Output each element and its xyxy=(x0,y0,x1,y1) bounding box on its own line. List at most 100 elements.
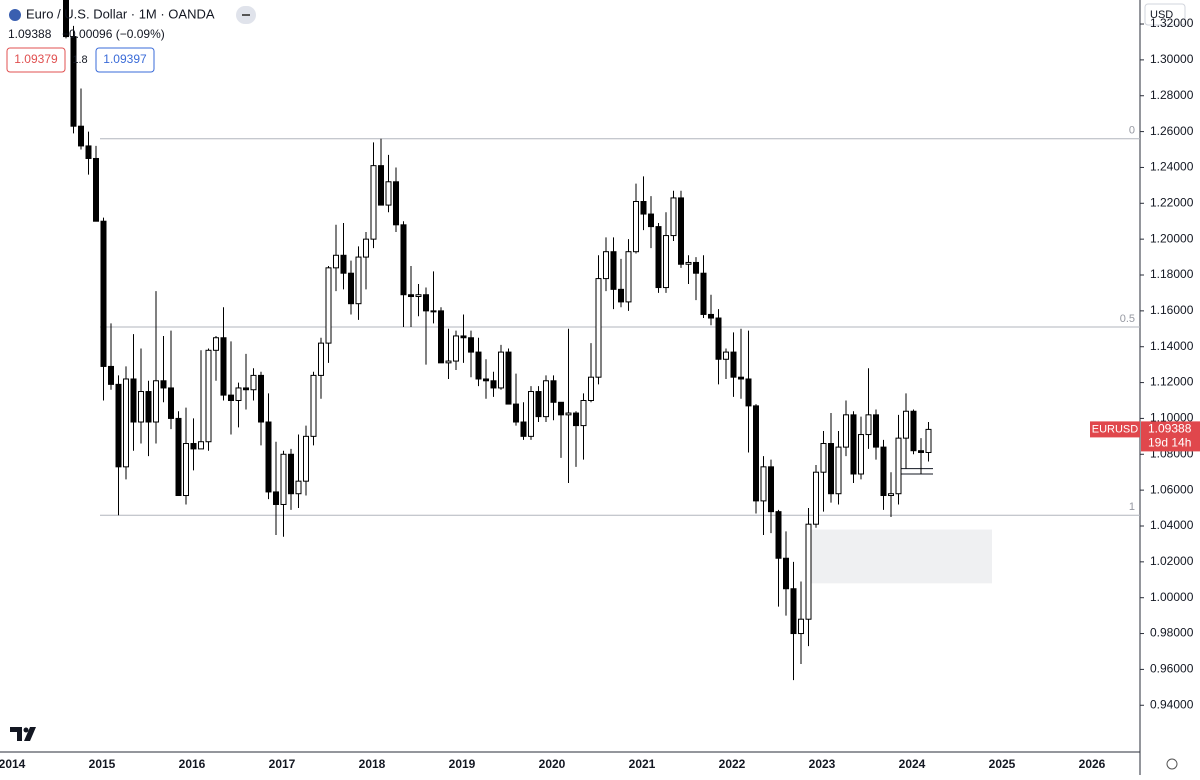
y-tick-label: 1.10000 xyxy=(1150,411,1194,425)
candle-body xyxy=(438,310,444,364)
x-tick-label: 2021 xyxy=(629,757,656,771)
candle-body xyxy=(385,181,392,206)
candle-body xyxy=(93,157,99,222)
buy-button[interactable] xyxy=(95,47,155,73)
candle-body xyxy=(640,201,647,215)
candle-body xyxy=(535,391,542,418)
candle-body xyxy=(70,36,77,127)
candle-body xyxy=(160,380,167,389)
candle-body xyxy=(408,294,414,298)
candle-body xyxy=(558,401,564,416)
candle-body xyxy=(460,335,467,339)
y-tick-label: 1.12000 xyxy=(1150,375,1194,389)
candle-body xyxy=(243,387,249,391)
candle-body xyxy=(888,493,894,497)
candle-body xyxy=(663,235,669,289)
sell-button[interactable] xyxy=(6,47,66,73)
candle-body xyxy=(513,403,519,423)
y-tick-label: 1.18000 xyxy=(1150,267,1194,281)
x-tick-label: 2024 xyxy=(899,757,926,771)
ask-price: 1.09397 xyxy=(103,52,147,66)
candle-body xyxy=(175,417,182,497)
candle-body xyxy=(565,412,572,416)
candle-body xyxy=(760,466,767,502)
x-tick-label: 2025 xyxy=(989,757,1016,771)
candle-body xyxy=(550,380,557,403)
candle-body xyxy=(303,435,309,482)
candle-body xyxy=(273,491,279,505)
candle-body xyxy=(775,511,782,559)
settings-icon[interactable] xyxy=(1166,758,1178,770)
candle-body xyxy=(78,125,84,147)
candle-body xyxy=(828,443,834,495)
candle-body xyxy=(805,523,812,620)
candle-body xyxy=(220,337,227,396)
y-tick-label: 0.98000 xyxy=(1150,626,1194,640)
y-tick-label: 1.16000 xyxy=(1150,303,1194,317)
x-tick-label: 2023 xyxy=(809,757,836,771)
symbol-icon xyxy=(9,9,21,21)
candle-body xyxy=(858,434,864,475)
candle-body xyxy=(258,374,264,423)
candle-body xyxy=(115,383,122,468)
candle-body xyxy=(265,421,272,493)
candle-body xyxy=(835,446,842,495)
candle-body xyxy=(400,224,407,296)
y-tick-label: 1.22000 xyxy=(1150,195,1194,209)
currency-button[interactable] xyxy=(1144,3,1186,26)
candle-body xyxy=(895,437,902,495)
y-tick-label: 1.20000 xyxy=(1150,231,1194,245)
candle-body xyxy=(138,391,144,423)
candle-body xyxy=(325,267,332,344)
x-tick-label: 2018 xyxy=(359,757,386,771)
candle-body xyxy=(798,618,804,635)
candle-body xyxy=(318,342,324,376)
y-tick-label: 1.04000 xyxy=(1150,518,1194,532)
candle-body xyxy=(153,380,159,423)
candle-body xyxy=(633,201,639,253)
x-tick-label: 2016 xyxy=(179,757,206,771)
candle-body xyxy=(235,387,242,401)
fib-label: 0 xyxy=(1129,125,1135,137)
candle-body xyxy=(520,421,527,437)
candle-body xyxy=(280,453,287,505)
y-tick-label: 1.14000 xyxy=(1150,339,1194,353)
candle-body xyxy=(333,254,339,269)
candle-body xyxy=(573,412,579,427)
candle-body xyxy=(528,391,534,437)
candle-body xyxy=(423,294,429,312)
bid-price: 1.09379 xyxy=(14,52,58,66)
candle-body xyxy=(483,378,489,382)
y-tick-label: 1.24000 xyxy=(1150,160,1194,174)
symbol-tag-label: EURUSD xyxy=(1092,423,1139,435)
candle-body xyxy=(543,380,549,418)
x-tick-label: 2019 xyxy=(449,757,476,771)
symbol-tag xyxy=(1090,421,1140,438)
candle-body xyxy=(865,414,872,436)
x-tick-label: 2022 xyxy=(719,757,746,771)
candle-body xyxy=(730,351,737,378)
candle-body xyxy=(768,466,774,513)
candle-body xyxy=(363,238,369,258)
candle-body xyxy=(850,414,857,475)
candle-body xyxy=(85,145,92,159)
candle-body xyxy=(108,365,114,385)
candle-body xyxy=(880,446,887,497)
candle-body xyxy=(453,335,459,362)
candle-body xyxy=(205,349,212,443)
candle-body xyxy=(100,220,107,367)
candle-body xyxy=(490,380,497,389)
candle-body xyxy=(843,414,849,448)
candle-body xyxy=(340,254,347,274)
candle-body xyxy=(903,410,909,439)
candle-body xyxy=(393,181,399,226)
price-tag-label: 1.09388 xyxy=(1148,422,1192,436)
candle-body xyxy=(715,317,722,360)
symbol-title: Euro / U.S. Dollar · 1M · OANDA xyxy=(26,6,215,21)
x-tick-label: 2026 xyxy=(1079,757,1106,771)
y-tick-label: 1.28000 xyxy=(1150,88,1194,102)
candle-body xyxy=(145,391,152,423)
y-tick-label: 1.32000 xyxy=(1150,16,1194,30)
